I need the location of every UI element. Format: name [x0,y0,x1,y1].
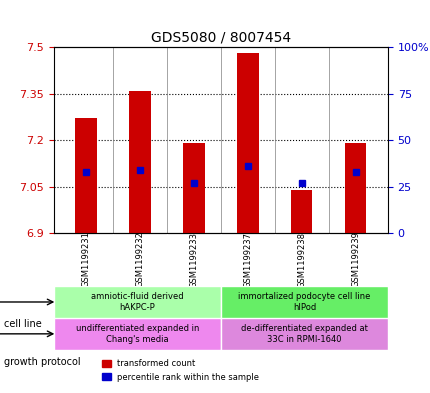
Text: GSM1199232: GSM1199232 [135,231,144,287]
Text: GSM1199239: GSM1199239 [350,231,359,287]
Bar [75,118,97,233]
Text: de-differentiated expanded at
33C in RPMI-1640: de-differentiated expanded at 33C in RPM… [240,324,367,343]
Text: cell line: cell line [4,319,42,329]
Text: GSM1199237: GSM1199237 [243,231,252,288]
Text: GSM1199238: GSM1199238 [297,231,305,288]
Bar [344,143,366,233]
Legend: transformed count, percentile rank within the sample: transformed count, percentile rank withi… [99,356,262,385]
FancyBboxPatch shape [54,318,221,350]
Text: GSM1199231: GSM1199231 [82,231,90,287]
Text: undifferentiated expanded in
Chang's media: undifferentiated expanded in Chang's med… [76,324,199,343]
Text: growth protocol: growth protocol [4,356,81,367]
FancyBboxPatch shape [221,318,387,350]
Text: immortalized podocyte cell line
hIPod: immortalized podocyte cell line hIPod [238,292,370,312]
Bar [183,143,204,233]
Text: amniotic-fluid derived
hAKPC-P: amniotic-fluid derived hAKPC-P [91,292,183,312]
FancyBboxPatch shape [54,286,221,318]
Title: GDS5080 / 8007454: GDS5080 / 8007454 [150,31,290,44]
Bar [129,90,150,233]
Text: GSM1199233: GSM1199233 [189,231,198,288]
Bar [237,53,258,233]
FancyBboxPatch shape [221,286,387,318]
Bar [290,189,312,233]
